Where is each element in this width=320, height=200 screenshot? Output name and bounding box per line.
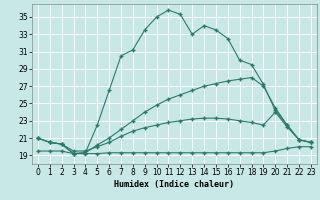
X-axis label: Humidex (Indice chaleur): Humidex (Indice chaleur) (115, 180, 234, 189)
